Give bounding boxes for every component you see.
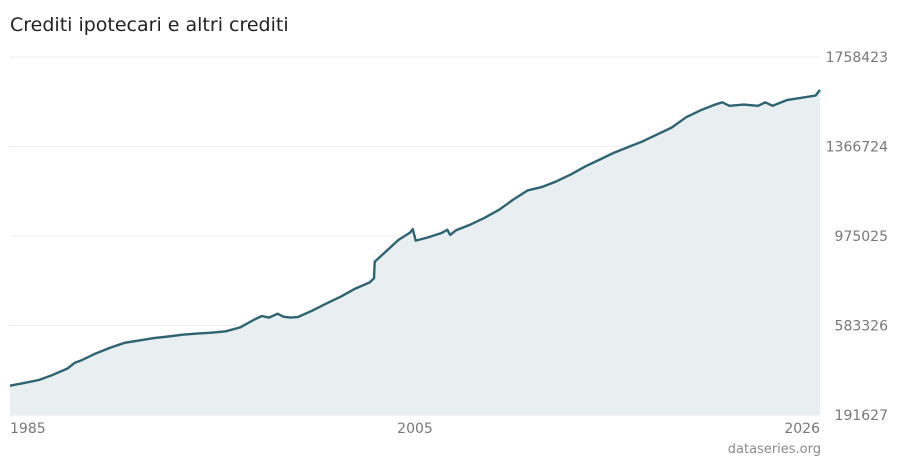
series-area [10,89,820,416]
series-line [9,89,821,387]
x-tick-label: 1985 [10,421,46,437]
source-label: dataseries.org [728,442,821,457]
y-axis-ticks: 1758423 1366724 975025 583326 191627 [826,50,888,424]
y-tick-label: 975025 [835,229,888,245]
x-axis-ticks: 1985 2005 2026 [10,421,820,437]
chart-title: Crediti ipotecari e altri crediti [10,14,289,36]
y-tick-label: 1758423 [826,50,888,66]
y-tick-label: 1366724 [826,140,888,156]
x-tick-label: 2005 [397,421,433,437]
x-tick-label: 2026 [784,421,820,437]
y-tick-label: 191627 [835,408,888,424]
y-tick-label: 583326 [835,319,889,335]
